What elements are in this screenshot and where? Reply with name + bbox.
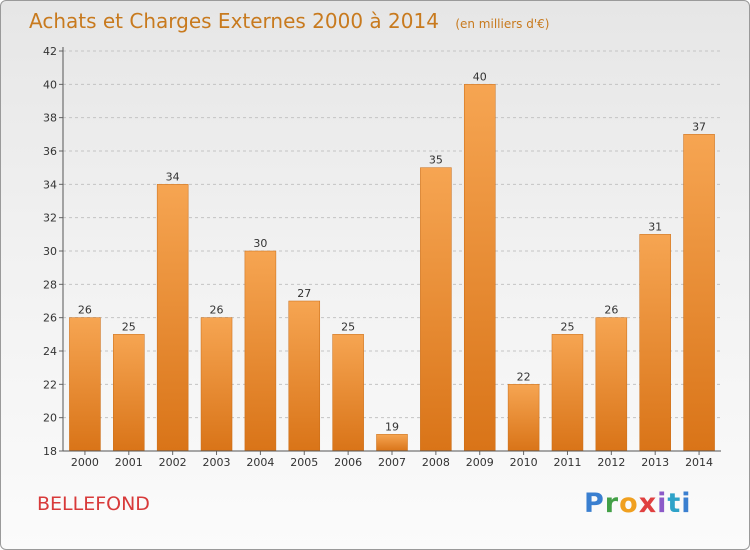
- data-label: 31: [648, 220, 662, 233]
- data-label: 26: [78, 304, 92, 317]
- y-tick-label: 30: [43, 245, 57, 258]
- data-label: 26: [604, 304, 618, 317]
- bar: [551, 334, 584, 452]
- data-label: 37: [692, 120, 706, 133]
- y-tick-label: 26: [43, 312, 57, 325]
- bar: [639, 234, 671, 452]
- y-tick-label: 38: [43, 112, 57, 125]
- y-tick-label: 24: [43, 345, 57, 358]
- bar: [156, 184, 189, 452]
- y-tick-label: 28: [43, 278, 57, 291]
- bar: [288, 300, 321, 452]
- bar: [376, 434, 408, 452]
- y-tick-label: 32: [43, 212, 57, 225]
- place-name: BELLEFOND: [37, 493, 150, 515]
- brand-letter: i: [657, 488, 668, 519]
- data-label: 25: [560, 320, 574, 333]
- bar: [463, 84, 496, 452]
- brand-letter: i: [681, 488, 692, 519]
- x-tick-label: 2006: [334, 456, 362, 469]
- x-tick-label: 2003: [203, 456, 231, 469]
- bars: 26 25 34 26 30 27 25 19 35 40 22 25 26 31 37: [69, 70, 715, 452]
- chart-title-block: Achats et Charges Externes 2000 à 2014 (…: [29, 9, 549, 33]
- x-tick-label: 2011: [553, 456, 581, 469]
- bar: [507, 384, 540, 452]
- x-tick-label: 2012: [597, 456, 625, 469]
- x-tick-label: 2001: [115, 456, 143, 469]
- data-label: 26: [210, 304, 224, 317]
- bar: [332, 334, 364, 452]
- data-label: 30: [253, 237, 267, 250]
- x-tick-label: 2010: [510, 456, 538, 469]
- x-tick-label: 2005: [290, 456, 318, 469]
- y-tick-label: 40: [43, 78, 57, 91]
- data-label: 25: [341, 320, 355, 333]
- x-tick-label: 2013: [641, 456, 669, 469]
- brand-letter: P: [584, 488, 605, 519]
- y-tick-label: 34: [43, 178, 57, 191]
- y-tick-label: 22: [43, 378, 57, 391]
- axes: 18 20 22 24 26 28 30 32 34 36 38 40 42 2000 2001 2002 20…: [43, 45, 721, 469]
- brand-letter: o: [619, 488, 639, 519]
- data-label: 25: [122, 320, 136, 333]
- bar: [244, 250, 277, 452]
- y-tick-label: 42: [43, 45, 57, 58]
- y-tick-label: 18: [43, 445, 57, 458]
- data-label: 22: [517, 370, 531, 383]
- x-tick-label: 2014: [685, 456, 713, 469]
- brand-letter: r: [604, 488, 620, 519]
- bar: [420, 167, 452, 452]
- x-tick-label: 2008: [422, 456, 450, 469]
- y-tick-label: 20: [43, 412, 57, 425]
- x-tick-label: 2000: [71, 456, 99, 469]
- x-tick-label: 2004: [246, 456, 274, 469]
- x-tick-label: 2002: [159, 456, 187, 469]
- y-tick-label: 36: [43, 145, 57, 158]
- bar: [69, 317, 101, 452]
- chart-unit: (en milliers d'€): [455, 17, 550, 31]
- x-tick-label: 2009: [466, 456, 494, 469]
- data-label: 40: [473, 70, 487, 83]
- brand-logo: Proxiti: [584, 488, 692, 519]
- chart-title: Achats et Charges Externes 2000 à 2014: [29, 9, 439, 33]
- data-label: 27: [297, 287, 311, 300]
- brand-letter: x: [638, 488, 658, 519]
- bar: [683, 134, 715, 452]
- bar: [113, 334, 145, 452]
- data-label: 19: [385, 420, 399, 433]
- data-label: 34: [166, 170, 180, 183]
- data-label: 35: [429, 154, 443, 167]
- bar: [595, 317, 628, 452]
- bar: [200, 317, 233, 452]
- x-tick-label: 2007: [378, 456, 406, 469]
- brand-letter: t: [667, 488, 682, 519]
